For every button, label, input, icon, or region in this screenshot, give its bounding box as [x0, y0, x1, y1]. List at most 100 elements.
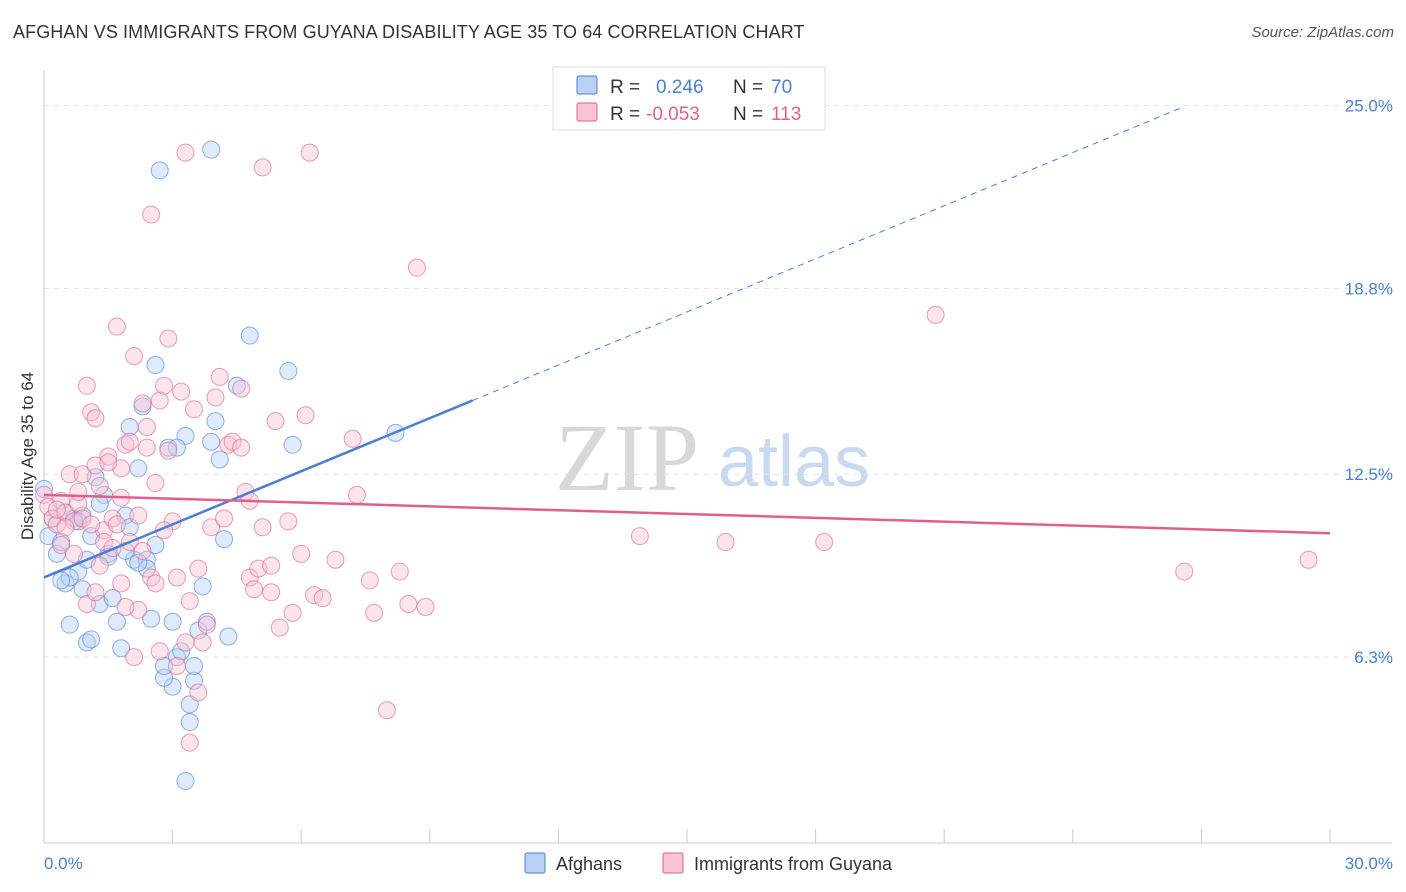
y-tick-label-1: 18.8%	[1345, 279, 1393, 298]
guyana-point-12	[86, 409, 105, 428]
guyana-point-69	[416, 597, 435, 616]
afghans-trend-extension	[472, 107, 1181, 401]
watermark-zip: ZIP	[555, 404, 699, 511]
afghans-point-29	[146, 356, 165, 375]
afghans-point-49	[283, 435, 302, 454]
guyana-point-55	[283, 603, 302, 622]
guyana-point-74	[180, 733, 199, 752]
legend-swatch-afghans	[524, 852, 546, 874]
guyana-point-104	[176, 633, 195, 652]
guyana-point-92	[82, 515, 101, 534]
stats-swatch-afghans	[576, 75, 598, 95]
afghans-point-41	[202, 432, 221, 451]
guyana-point-63	[360, 571, 379, 590]
guyana-point-26	[146, 474, 165, 493]
afghans-point-15	[95, 485, 114, 504]
afghans-point-17	[103, 589, 122, 608]
afghans-point-37	[185, 671, 204, 690]
guyana-point-106	[630, 527, 649, 546]
guyana-point-42	[215, 509, 234, 528]
afghans-point-0	[35, 479, 53, 498]
guyana-point-89	[65, 544, 84, 563]
guyana-point-87	[47, 500, 66, 519]
guyana-point-6	[60, 465, 79, 484]
afghans-point-36	[180, 713, 199, 732]
stats-box: R = 0.246 N = 70 R = -0.053 N = 113	[552, 66, 826, 131]
guyana-point-64	[365, 603, 384, 622]
guyana-point-88	[52, 536, 71, 555]
trend-lines	[43, 107, 1331, 579]
y-tick-label-3: 6.3%	[1354, 648, 1393, 667]
guyana-point-109	[1175, 562, 1194, 581]
legend: Afghans Immigrants from Guyana	[524, 852, 893, 874]
guyana-point-41	[210, 367, 229, 386]
afghans-point-61	[129, 553, 148, 572]
afghans-point-34	[172, 642, 191, 661]
guyana-point-60	[326, 550, 345, 569]
guyana-point-23	[133, 394, 152, 413]
afghans-point-18	[107, 612, 126, 631]
afghans-point-44	[215, 530, 234, 549]
guyana-point-68	[407, 258, 426, 277]
axes	[43, 70, 1392, 844]
afghans-point-51	[202, 140, 221, 159]
guyana-point-71	[300, 143, 319, 162]
legend-label-afghans: Afghans	[556, 854, 622, 874]
guyana-point-90	[69, 482, 88, 501]
guyana-point-35	[185, 400, 204, 419]
legend-label-guyana: Immigrants from Guyana	[694, 854, 893, 874]
watermark-atlas: atlas	[718, 422, 870, 502]
stats-n-value-guyana: 113	[771, 104, 801, 125]
guyana-point-66	[390, 562, 409, 581]
guyana-point-31	[167, 568, 186, 587]
guyana-point-75	[189, 683, 208, 702]
legend-swatch-guyana	[662, 852, 684, 874]
afghans-point-58	[185, 656, 204, 675]
guyana-point-45	[232, 379, 251, 398]
x-tick-label-0: 0.0%	[44, 854, 83, 873]
guyana-point-91	[73, 465, 92, 484]
guyana-trend-line	[43, 493, 1331, 535]
guyana-point-52	[266, 412, 285, 431]
guyana-point-112	[262, 556, 281, 575]
x-tick-label-1: 30.0%	[1345, 854, 1393, 873]
guyana-point-73	[167, 656, 186, 675]
afghans-point-45	[219, 627, 238, 646]
guyana-point-13	[90, 477, 109, 496]
guyana-point-34	[180, 592, 199, 611]
y-tick-label-0: 25.0%	[1345, 96, 1393, 115]
stats-n-label-afghans: N =	[733, 77, 763, 98]
afghans-point-19	[112, 639, 131, 658]
afghans-point-27	[142, 609, 161, 628]
guyana-point-98	[120, 432, 139, 451]
afghans-point-39	[193, 577, 212, 596]
guyana-point-39	[202, 518, 221, 537]
guyana-point-95	[99, 453, 118, 472]
guyana-point-86	[56, 518, 75, 537]
afghans-point-6	[60, 615, 79, 634]
guyana-point-108	[815, 533, 834, 552]
y-tick-label-2: 12.5%	[1345, 465, 1393, 484]
afghans-point-54	[82, 630, 101, 649]
guyana-point-102	[146, 574, 165, 593]
tick-labels: 25.0% 18.8% 12.5% 6.3% 0.0% 30.0%	[44, 96, 1393, 873]
stats-swatch-guyana	[576, 102, 598, 122]
stats-r-value-guyana: -0.053	[646, 104, 700, 125]
guyana-point-110	[1299, 550, 1318, 569]
afghans-trend-line	[43, 399, 474, 579]
guyana-point-22	[129, 506, 148, 525]
guyana-point-25	[142, 205, 161, 224]
guyana-point-33	[176, 143, 195, 162]
guyana-point-107	[716, 533, 735, 552]
guyana-point-72	[232, 438, 251, 457]
guyana-point-27	[150, 391, 169, 410]
guyana-point-38	[197, 615, 216, 634]
guyana-point-36	[189, 559, 208, 578]
afghans-point-67	[90, 494, 109, 513]
guyana-point-76	[150, 642, 169, 661]
guyana-point-15	[99, 447, 118, 466]
guyana-point-59	[313, 589, 332, 608]
guyana-point-61	[343, 429, 362, 448]
guyana-point-100	[133, 541, 152, 560]
